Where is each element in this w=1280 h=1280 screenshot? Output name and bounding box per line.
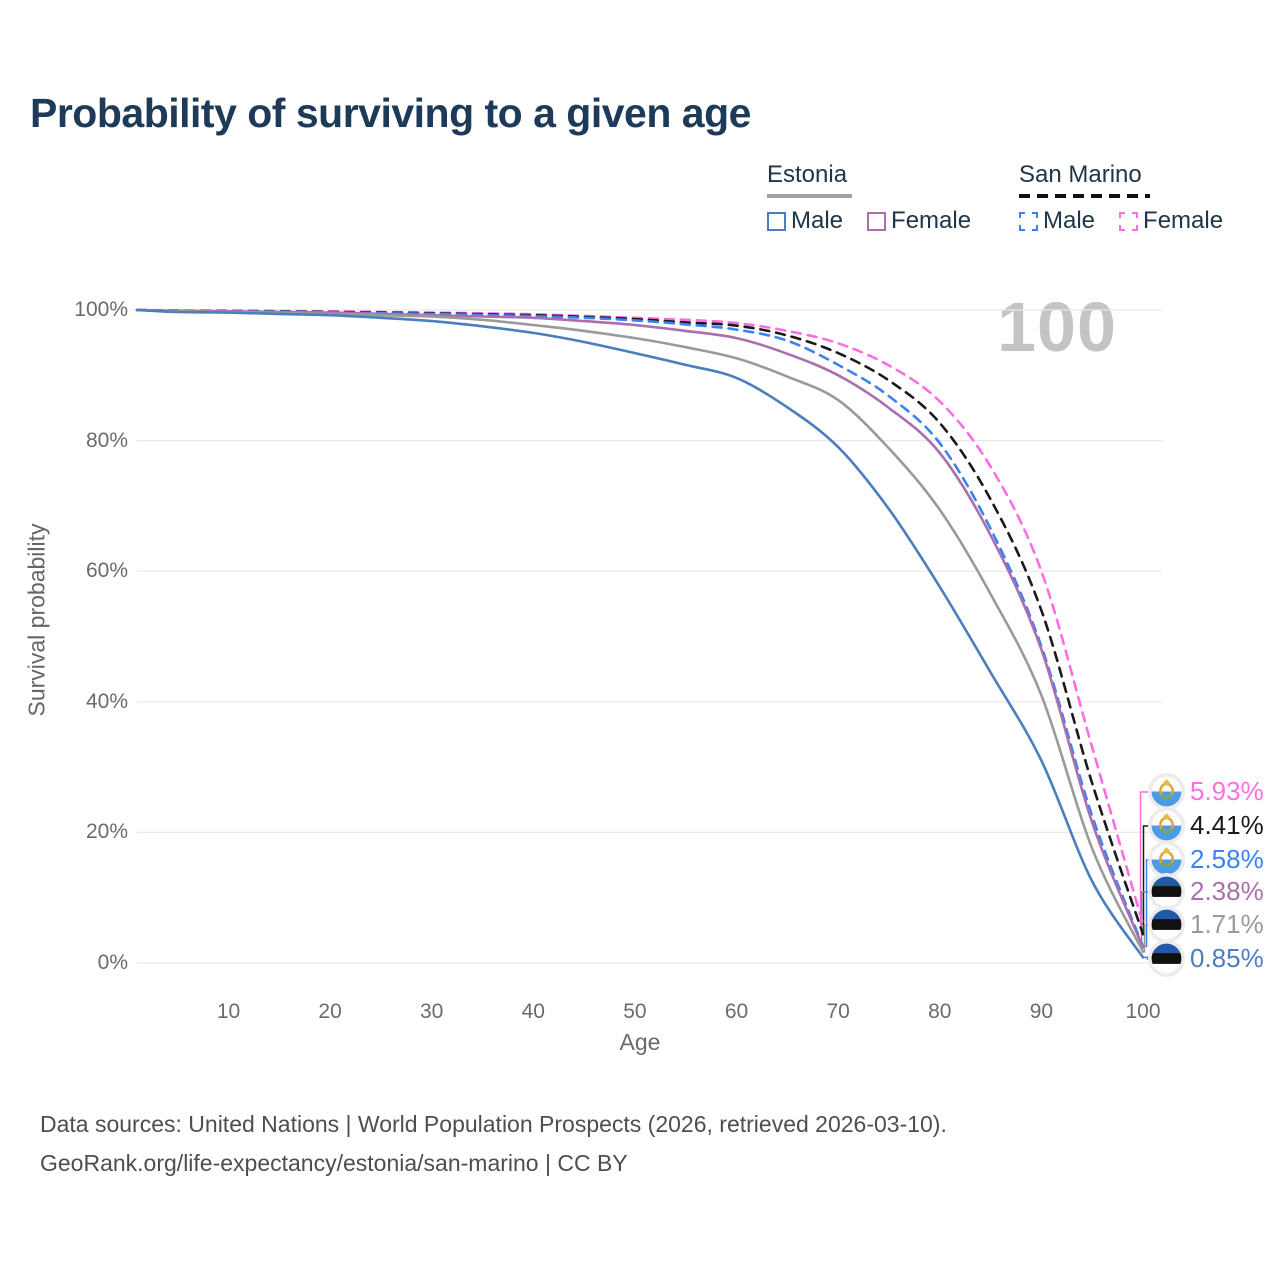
end-label-san-marino-female: 5.93% xyxy=(1148,773,1264,810)
legend-san-marino-items: Male Female xyxy=(1019,207,1223,235)
legend-group-estonia-title: Estonia xyxy=(767,161,848,188)
legend-item-san-marino-male[interactable]: Male xyxy=(1019,207,1095,235)
end-label-estonia-female: 2.38% xyxy=(1148,873,1264,910)
end-value: 5.93% xyxy=(1190,776,1264,806)
end-value: 4.41% xyxy=(1190,810,1264,840)
legend-group-san-marino: San Marino Male Female xyxy=(1019,161,1223,235)
estonia-female-swatch xyxy=(867,211,887,231)
san-marino-female-swatch xyxy=(1119,211,1139,231)
y-tick-label: 40% xyxy=(85,689,128,713)
estonia-male-swatch xyxy=(767,211,786,231)
x-tick-label: 40 xyxy=(521,1000,545,1023)
estonia-flag-icon xyxy=(1148,906,1185,943)
series-line-estonia-female xyxy=(135,308,1145,949)
estonia-flag-icon xyxy=(1148,940,1185,977)
legend-item-san-marino-female[interactable]: Female xyxy=(1119,207,1223,235)
series-line-estonia-male xyxy=(135,308,1145,959)
end-value: 2.38% xyxy=(1190,876,1264,906)
end-label-estonia-male: 0.85% xyxy=(1148,940,1264,977)
legend-item-label: Male xyxy=(1043,207,1096,234)
end-value: 0.85% xyxy=(1190,943,1264,973)
footer: Data sources: United Nations | World Pop… xyxy=(40,1105,947,1183)
legend-item-estonia-male[interactable]: Male xyxy=(767,207,843,235)
x-tick-label: 50 xyxy=(623,1000,647,1023)
legend-group-estonia: Estonia Male Female xyxy=(767,161,971,235)
san-marino-flag-icon xyxy=(1148,807,1185,844)
end-value: 2.58% xyxy=(1190,844,1264,874)
legend-group-san-marino-title: San Marino xyxy=(1019,161,1142,188)
x-axis-title: Age xyxy=(619,1029,661,1055)
x-tick-label: 10 xyxy=(216,1000,241,1023)
x-tick-label: 30 xyxy=(420,1000,444,1023)
footer-data-sources: Data sources: United Nations | World Pop… xyxy=(40,1111,947,1137)
legend-san-marino-line-style xyxy=(1019,194,1150,198)
san-marino-male-swatch xyxy=(1019,211,1038,231)
san-marino-flag-icon xyxy=(1148,841,1185,878)
series-line-san-marino-both-sexes xyxy=(135,308,1145,936)
x-tick-label: 70 xyxy=(826,1000,850,1023)
legend-estonia-line-style xyxy=(767,194,852,198)
end-label-san-marino-both-sexes: 4.41% xyxy=(1148,807,1264,844)
legend-item-label: Female xyxy=(1143,207,1224,234)
x-tick-label: 60 xyxy=(724,1000,749,1023)
end-value: 1.71% xyxy=(1190,909,1264,939)
page-title: Probability of surviving to a given age xyxy=(30,90,751,136)
y-tick-label: 20% xyxy=(85,820,128,844)
legend-item-estonia-female[interactable]: Female xyxy=(867,207,971,235)
x-tick-label: 100 xyxy=(1125,1000,1161,1023)
legend-estonia-items: Male Female xyxy=(767,207,971,235)
series-line-estonia-both-sexes xyxy=(135,308,1145,954)
y-tick-label: 100% xyxy=(74,298,128,321)
y-tick-label: 60% xyxy=(85,559,128,583)
legend-item-label: Male xyxy=(791,207,844,234)
x-tick-label: 80 xyxy=(928,1000,952,1023)
y-tick-label: 80% xyxy=(85,428,128,452)
estonia-flag-icon xyxy=(1148,873,1185,910)
series-line-san-marino-male xyxy=(135,308,1145,948)
footer-attribution-link: GeoRank.org/life-expectancy/estonia/san-… xyxy=(40,1150,628,1176)
y-tick-label: 0% xyxy=(97,951,128,974)
x-tick-label: 20 xyxy=(318,1000,342,1023)
san-marino-flag-icon xyxy=(1148,773,1185,810)
end-label-san-marino-male: 2.58% xyxy=(1148,841,1264,878)
x-tick-label: 90 xyxy=(1029,1000,1054,1023)
end-label-estonia-both-sexes: 1.71% xyxy=(1148,906,1264,943)
max-age-watermark: 100 xyxy=(997,288,1117,366)
legend-item-label: Female xyxy=(891,207,972,234)
